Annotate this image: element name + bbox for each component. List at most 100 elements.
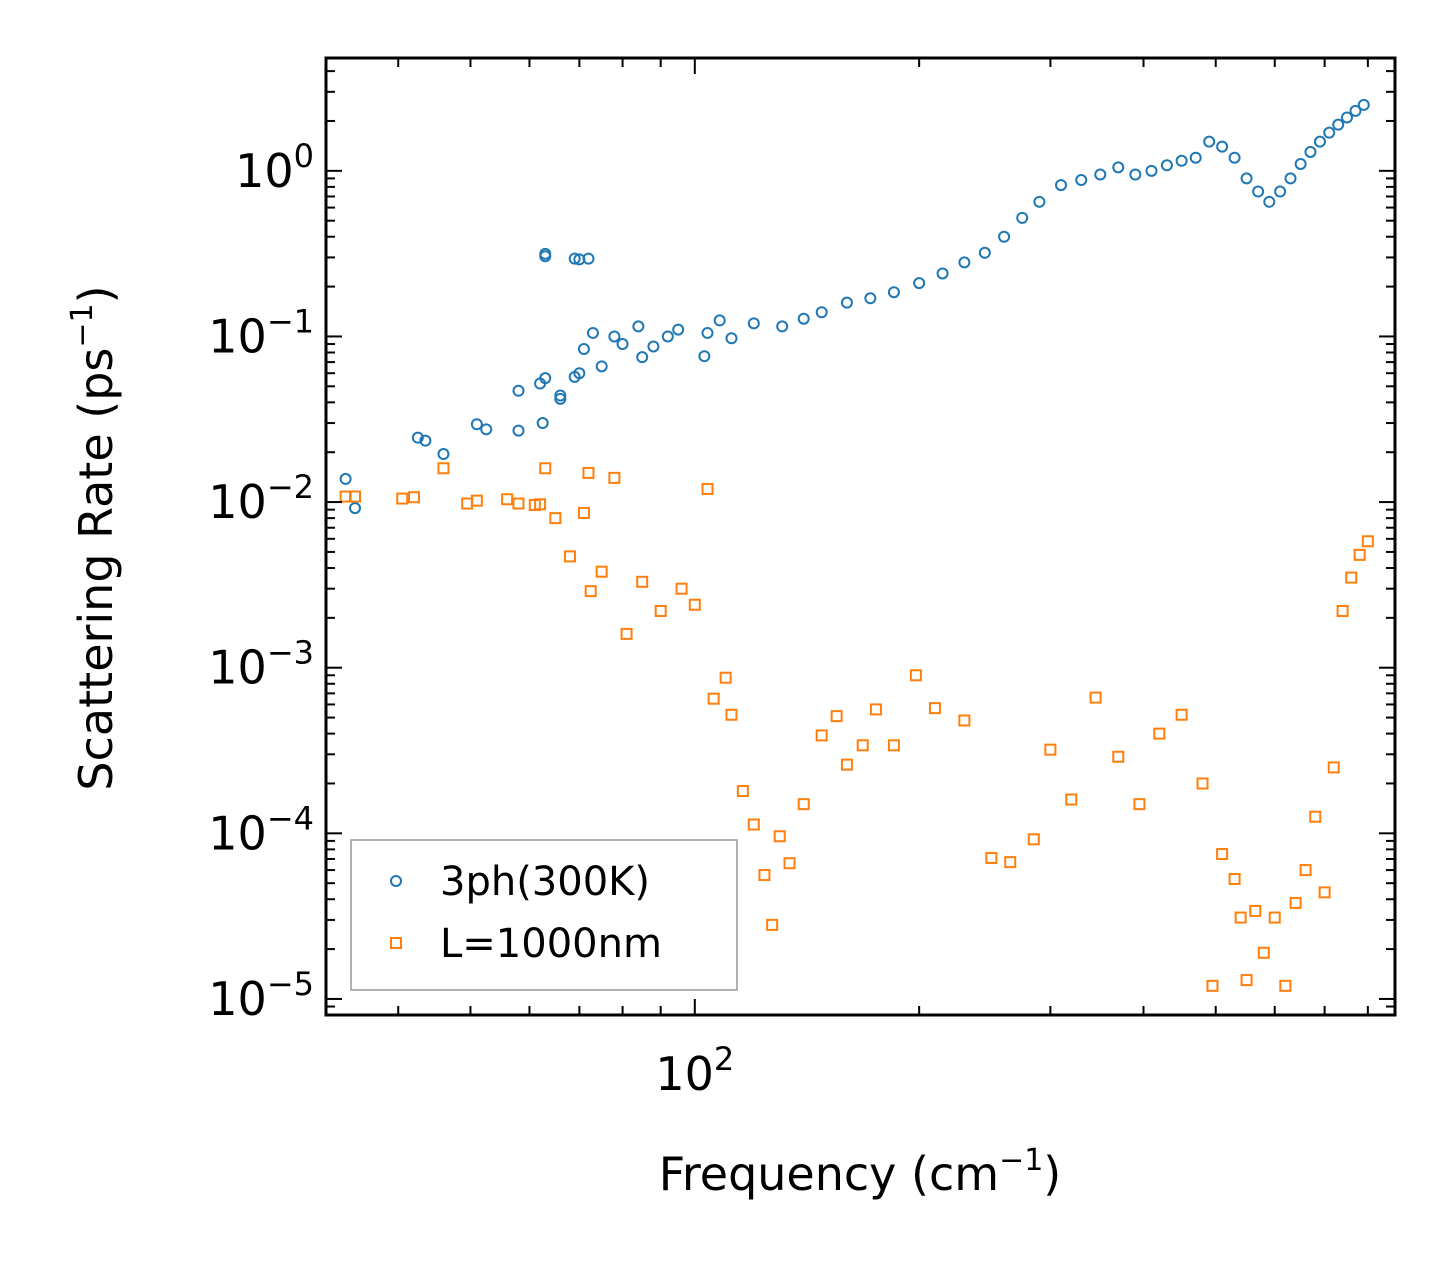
data-point-l1000nm-40 (887, 739, 900, 752)
data-point-l1000nm-46 (1027, 833, 1040, 846)
data-point-l1000nm-54 (1196, 777, 1209, 790)
data-point-l1000nm-60 (1249, 904, 1262, 917)
data-point-3ph-31 (698, 350, 711, 363)
legend-label-3ph: 3ph(300K) (440, 859, 650, 905)
data-point-l1000nm-59 (1240, 974, 1253, 987)
data-point-3ph-12 (554, 389, 567, 402)
data-point-3ph-67 (1304, 145, 1317, 158)
data-point-3ph-1 (349, 502, 362, 515)
data-point-3ph-28 (647, 340, 660, 353)
data-point-3ph-68 (1313, 135, 1326, 148)
data-point-l1000nm-36 (830, 710, 843, 723)
data-point-3ph-51 (1094, 168, 1107, 181)
data-point-l1000nm-41 (909, 669, 922, 682)
data-point-3ph-62 (1252, 185, 1265, 198)
data-point-3ph-33 (713, 314, 726, 327)
data-point-l1000nm-61 (1257, 946, 1270, 959)
data-point-3ph-69 (1323, 126, 1336, 139)
data-point-3ph-8 (512, 424, 525, 437)
plot-frame (324, 56, 1397, 1017)
data-point-l1000nm-45 (1004, 856, 1017, 869)
data-point-3ph-60 (1228, 151, 1241, 164)
data-point-l1000nm-37 (840, 758, 853, 771)
legend-marker-3ph (390, 875, 402, 887)
data-point-3ph-49 (1054, 179, 1067, 192)
data-point-3ph-24 (616, 338, 629, 351)
data-point-l1000nm-63 (1279, 979, 1292, 992)
plot-area (339, 98, 1374, 992)
data-point-l1000nm-67 (1318, 886, 1331, 899)
data-point-l1000nm-42 (928, 702, 941, 715)
data-point-l1000nm-72 (1361, 535, 1374, 548)
legend-marker-l1000nm (390, 937, 402, 949)
data-point-3ph-29 (661, 330, 674, 343)
data-point-3ph-45 (978, 246, 991, 259)
data-point-3ph-22 (582, 252, 595, 265)
data-point-3ph-32 (701, 326, 714, 339)
data-points (339, 98, 1374, 992)
data-point-l1000nm-4 (437, 462, 450, 475)
data-point-l1000nm-16 (584, 585, 597, 598)
data-point-3ph-63 (1263, 195, 1276, 208)
data-point-3ph-41 (887, 286, 900, 299)
data-point-3ph-26 (632, 320, 645, 333)
legend-label-l1000nm: L=1000nm (440, 921, 662, 967)
data-point-l1000nm-50 (1112, 750, 1125, 763)
data-point-3ph-72 (1349, 104, 1362, 117)
data-point-l1000nm-11 (539, 462, 552, 475)
data-point-l1000nm-56 (1216, 848, 1229, 861)
data-point-l1000nm-31 (766, 918, 779, 931)
data-point-3ph-5 (470, 418, 483, 431)
data-point-l1000nm-43 (958, 714, 971, 727)
data-point-l1000nm-57 (1228, 872, 1241, 885)
x-axis-label: Frequency (cm−1) (659, 1143, 1062, 1201)
data-point-l1000nm-58 (1234, 911, 1247, 924)
data-point-3ph-64 (1274, 185, 1287, 198)
legend-box (350, 839, 738, 991)
data-point-l1000nm-69 (1336, 604, 1349, 617)
data-point-3ph-48 (1033, 195, 1046, 208)
data-point-l1000nm-39 (869, 703, 882, 716)
data-point-l1000nm-1 (349, 490, 362, 503)
data-point-3ph-58 (1203, 135, 1216, 148)
data-point-3ph-47 (1016, 211, 1029, 224)
data-point-3ph-46 (998, 230, 1011, 243)
data-point-3ph-2 (411, 431, 424, 444)
data-point-3ph-35 (747, 317, 760, 330)
y-tick-label: 100 (235, 137, 314, 198)
data-point-l1000nm-25 (707, 692, 720, 705)
data-point-3ph-15 (539, 247, 552, 260)
data-point-l1000nm-7 (501, 493, 514, 506)
data-point-l1000nm-6 (470, 494, 483, 507)
data-point-l1000nm-62 (1268, 911, 1281, 924)
y-tick-label: 10−5 (208, 965, 314, 1026)
data-point-3ph-30 (672, 323, 685, 336)
data-point-l1000nm-65 (1299, 864, 1312, 877)
data-point-l1000nm-10 (534, 498, 547, 511)
data-point-l1000nm-18 (608, 471, 621, 484)
data-point-l1000nm-49 (1089, 691, 1102, 704)
data-point-3ph-38 (815, 306, 828, 319)
data-point-3ph-73 (1357, 98, 1370, 111)
data-point-l1000nm-53 (1175, 708, 1188, 721)
data-point-3ph-54 (1145, 164, 1158, 177)
data-point-3ph-56 (1175, 154, 1188, 167)
y-tick-label: 10−1 (208, 302, 314, 363)
data-point-l1000nm-28 (736, 785, 749, 798)
data-point-3ph-27 (636, 351, 649, 364)
tick-labels: 10−5 10−4 10−3 10−2 10−1 100 102 (208, 137, 734, 1101)
data-point-3ph-65 (1284, 172, 1297, 185)
data-point-l1000nm-21 (654, 604, 667, 617)
data-point-l1000nm-35 (815, 729, 828, 742)
y-axis-label: Scattering Rate (ps−1) (65, 285, 123, 790)
data-point-l1000nm-27 (725, 708, 738, 721)
data-point-3ph-10 (539, 372, 552, 385)
data-point-3ph-70 (1332, 118, 1345, 131)
data-point-l1000nm-48 (1065, 793, 1078, 806)
data-point-l1000nm-44 (985, 851, 998, 864)
data-point-3ph-23 (595, 360, 608, 373)
data-point-l1000nm-23 (688, 598, 701, 611)
data-point-3ph-6 (480, 423, 493, 436)
data-point-3ph-17 (573, 367, 586, 380)
